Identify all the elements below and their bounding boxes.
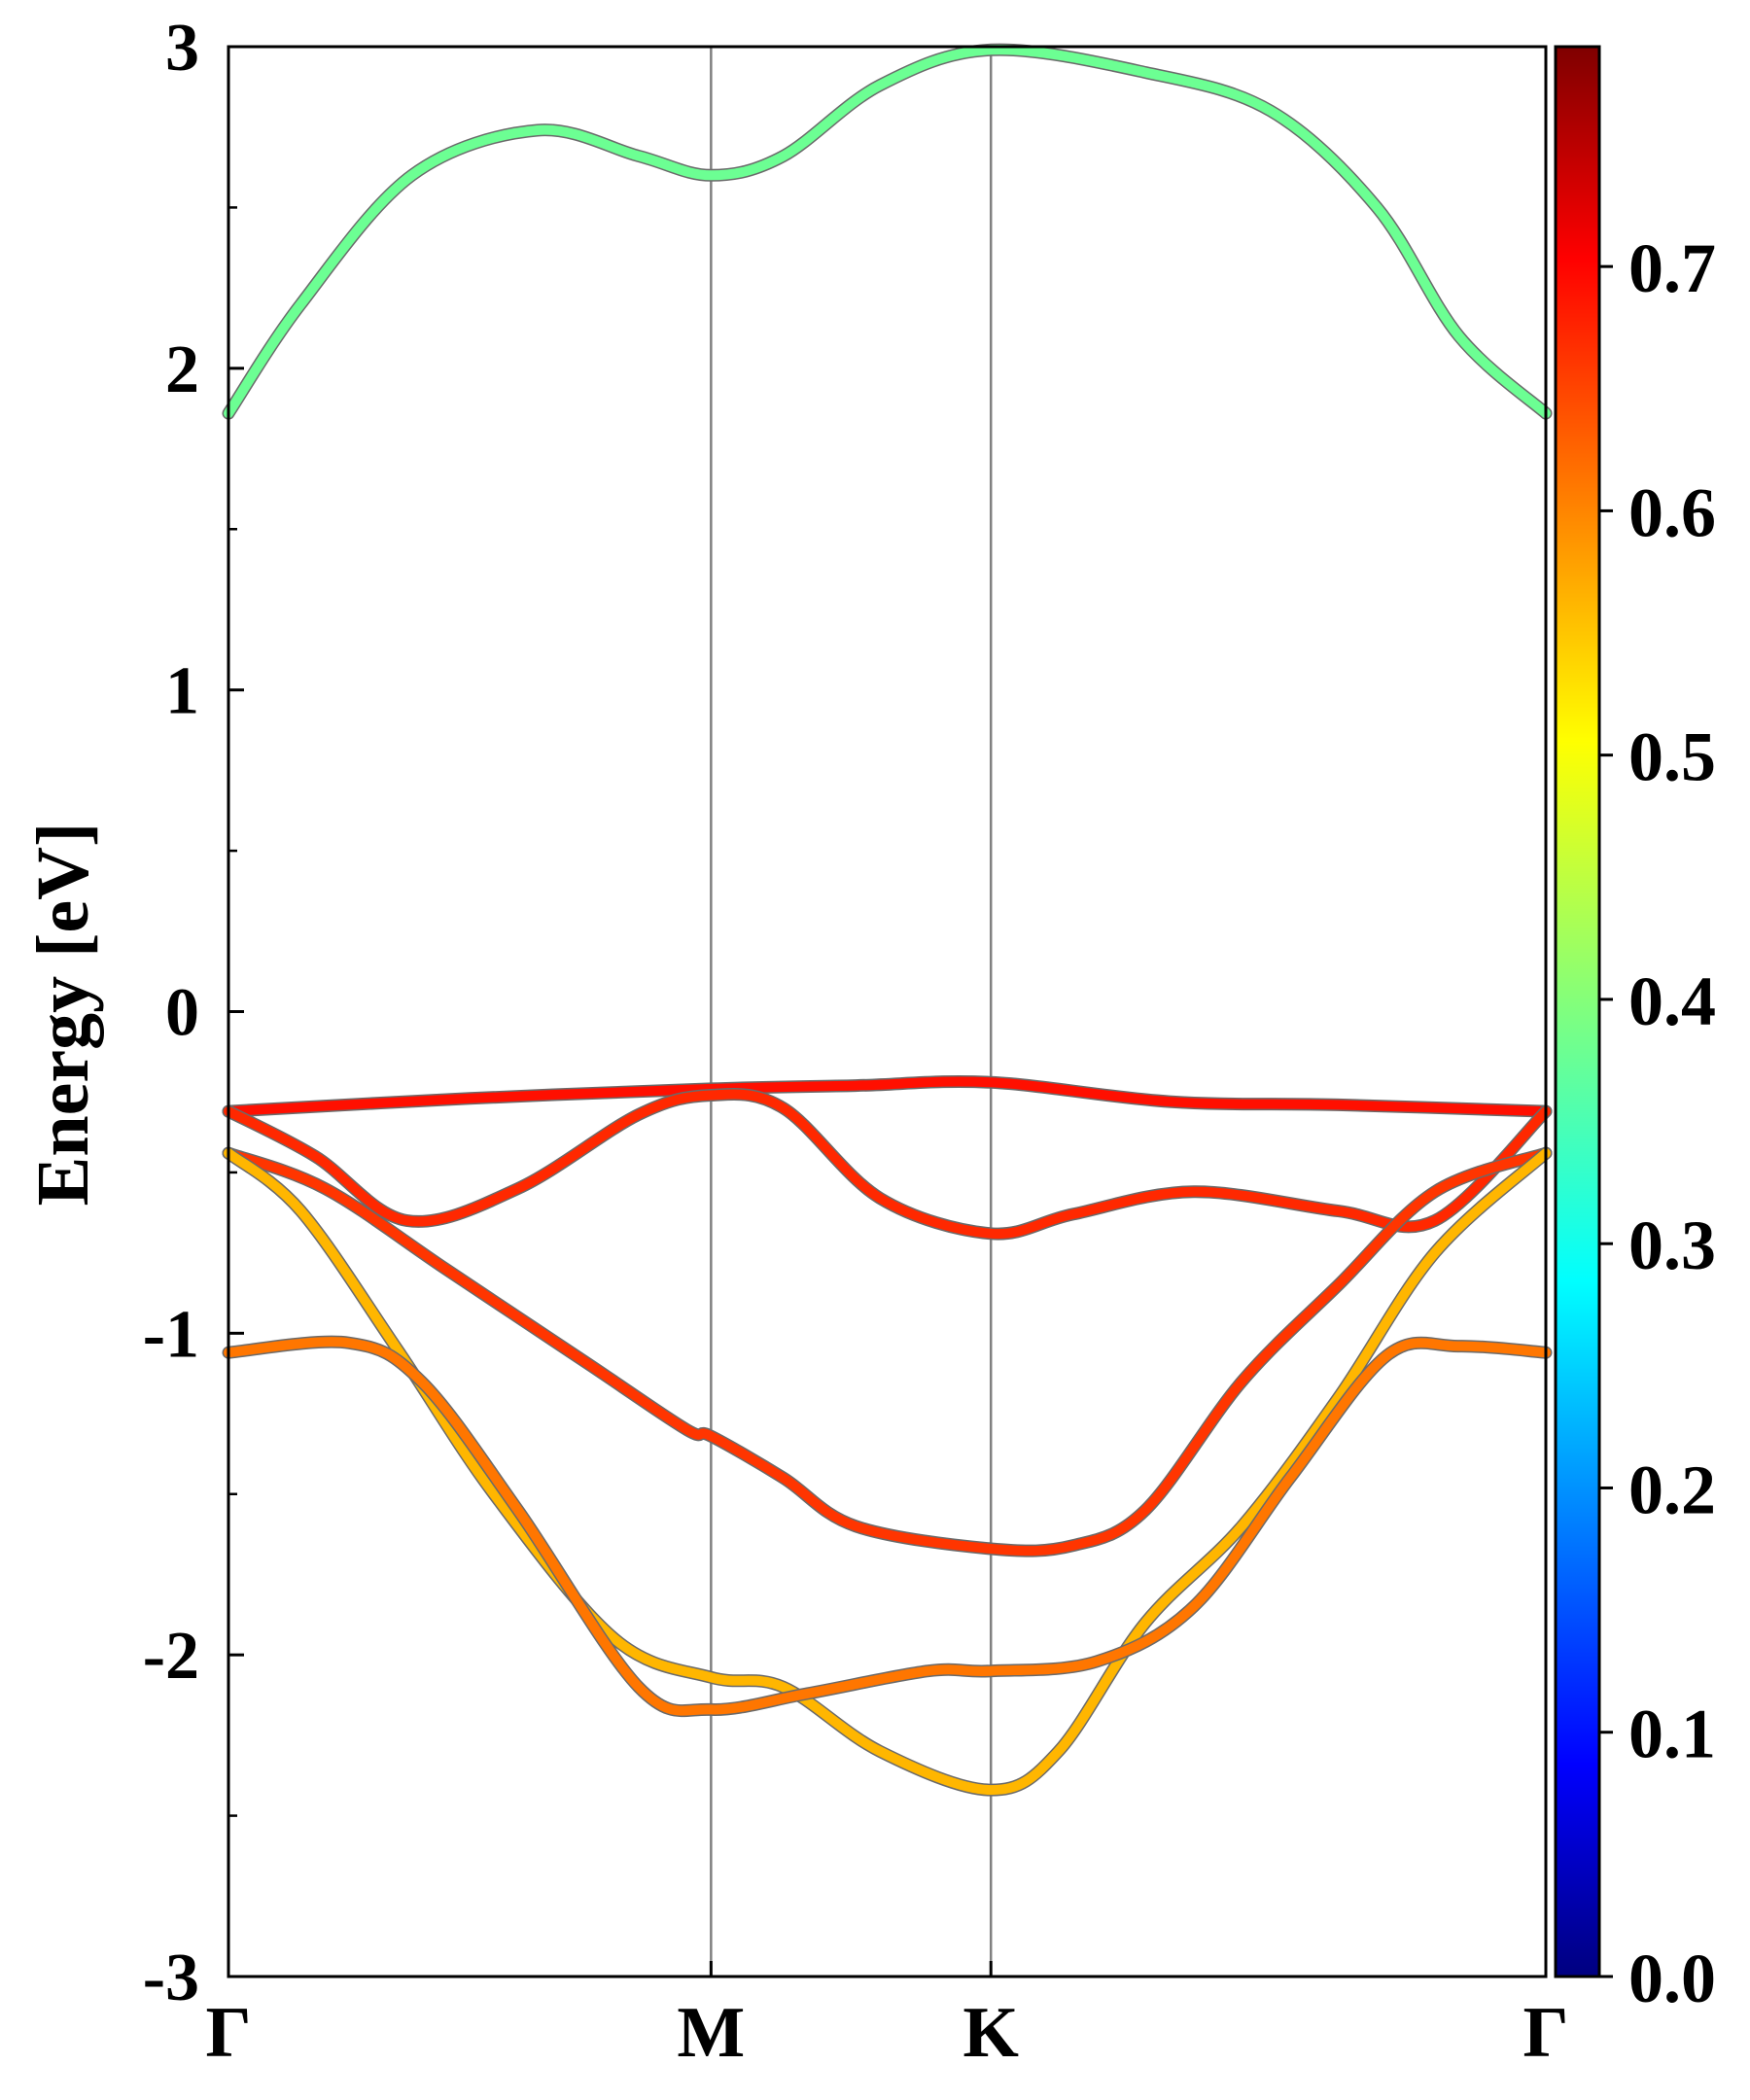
colorbar-tick-label: 0.0 bbox=[1628, 1940, 1716, 2017]
colorbar-tick-label: 0.5 bbox=[1628, 718, 1716, 796]
x-tick-label: M bbox=[677, 1993, 745, 2073]
colorbar-tick-label: 0.3 bbox=[1628, 1207, 1716, 1284]
band-line-fill bbox=[224, 1076, 1551, 1117]
plot-background bbox=[228, 47, 1546, 1977]
bands bbox=[222, 43, 1553, 1797]
colorbar-tick-label: 0.4 bbox=[1628, 962, 1716, 1040]
band-line bbox=[222, 1088, 1553, 1241]
colorbar-tick-label: 0.7 bbox=[1628, 229, 1716, 307]
colorbar-tick-label: 0.6 bbox=[1628, 473, 1716, 551]
band-line bbox=[222, 1074, 1553, 1118]
band-line-fill bbox=[224, 45, 1551, 419]
colorbar-tick-label: 0.2 bbox=[1628, 1451, 1716, 1528]
y-tick-label: 1 bbox=[165, 654, 199, 729]
x-tick-label: K bbox=[962, 1993, 1019, 2073]
y-tick-label: 2 bbox=[165, 332, 199, 407]
y-tick-label: 3 bbox=[165, 11, 199, 86]
x-tick-label: Γ bbox=[1522, 1993, 1568, 2073]
band-line-fill bbox=[224, 1148, 1551, 1557]
y-tick-label: -2 bbox=[143, 1619, 199, 1694]
plot-area bbox=[228, 47, 1546, 1977]
colorbar-tick-label: 0.1 bbox=[1628, 1696, 1716, 1773]
y-tick-label: -3 bbox=[143, 1941, 199, 2015]
x-tick-label: Γ bbox=[205, 1993, 251, 2073]
colorbar-gradient bbox=[1554, 45, 1601, 1978]
band-line bbox=[222, 1335, 1553, 1718]
colorbar: 0.0 0.1 0.2 0.3 0.4 0.5 0.6 0.7 bbox=[1554, 45, 1716, 2017]
axes: -3 -2 -1 0 1 2 3 Γ M K Γ bbox=[143, 11, 1569, 2073]
band-line bbox=[222, 43, 1553, 420]
band-line bbox=[222, 1146, 1553, 1558]
band-line-fill bbox=[224, 1337, 1551, 1716]
band-line-fill bbox=[224, 1089, 1551, 1240]
y-tick-label: 0 bbox=[165, 976, 199, 1051]
y-tick-label: -1 bbox=[143, 1297, 199, 1372]
y-axis-label: Energy [eV] bbox=[22, 822, 104, 1207]
